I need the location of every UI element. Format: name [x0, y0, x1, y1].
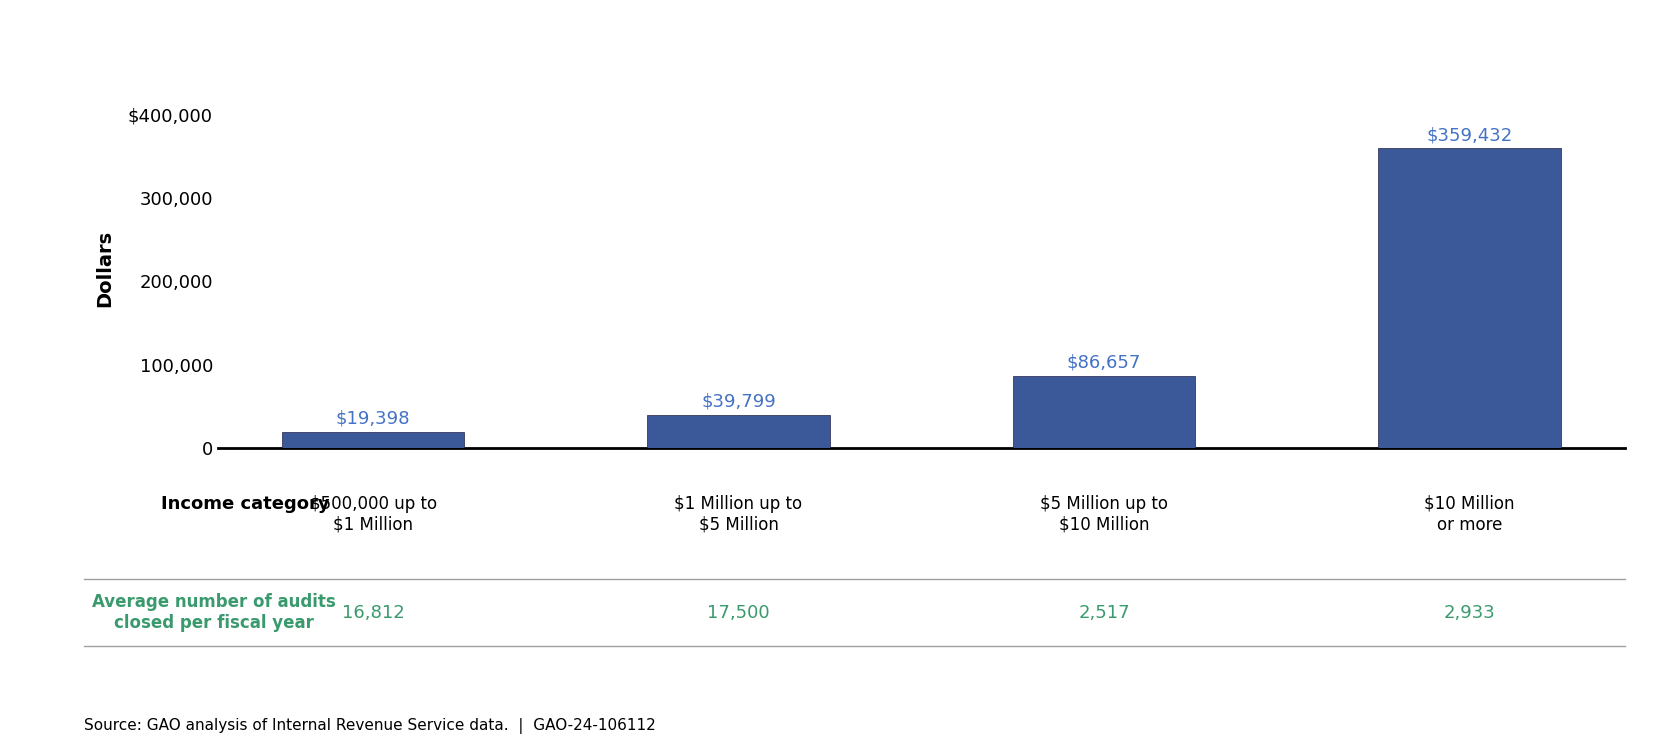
Bar: [647, 415, 829, 448]
Y-axis label: Dollars: Dollars: [95, 230, 114, 308]
Text: 2,517: 2,517: [1079, 604, 1131, 622]
Bar: [1379, 149, 1561, 448]
Text: 2,933: 2,933: [1444, 604, 1496, 622]
Text: $359,432: $359,432: [1427, 126, 1513, 144]
Bar: [1013, 376, 1196, 448]
Text: $10 Million
or more: $10 Million or more: [1424, 495, 1514, 533]
Text: $86,657: $86,657: [1067, 354, 1141, 372]
Text: $1 Million up to
$5 Million: $1 Million up to $5 Million: [675, 495, 802, 533]
Text: Average number of audits
closed per fiscal year: Average number of audits closed per fisc…: [92, 593, 337, 632]
Text: 16,812: 16,812: [342, 604, 404, 622]
Text: Source: GAO analysis of Internal Revenue Service data.  |  GAO-24-106112: Source: GAO analysis of Internal Revenue…: [84, 718, 655, 734]
Text: 17,500: 17,500: [707, 604, 771, 622]
Text: $500,000 up to
$1 Million: $500,000 up to $1 Million: [310, 495, 437, 533]
Text: $5 Million up to
$10 Million: $5 Million up to $10 Million: [1040, 495, 1167, 533]
Bar: [281, 432, 464, 448]
Text: $19,398: $19,398: [335, 410, 410, 428]
Text: Income category: Income category: [161, 495, 330, 512]
Text: $39,799: $39,799: [702, 393, 776, 411]
